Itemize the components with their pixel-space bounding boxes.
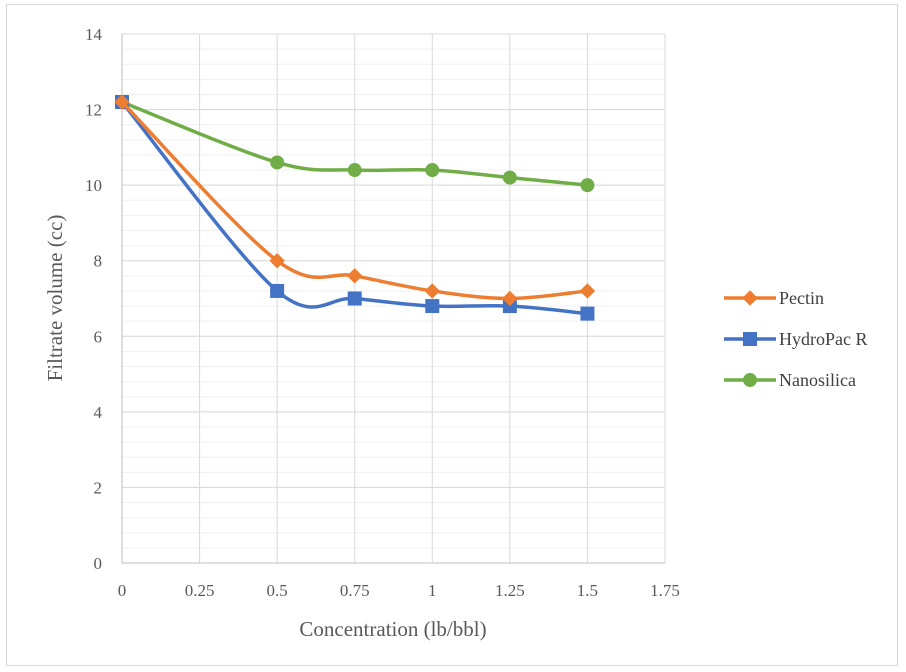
y-tick-label: 0 xyxy=(94,554,103,573)
data-point-hydropac-r xyxy=(425,299,440,314)
axes xyxy=(121,34,665,564)
y-tick-label: 4 xyxy=(94,403,103,422)
y-tick-label: 10 xyxy=(85,176,102,195)
series-group xyxy=(114,94,596,321)
x-tick-label: 0.75 xyxy=(340,581,370,600)
legend-item-hydropac-r: HydroPac R xyxy=(724,329,868,349)
data-point-nanosilica xyxy=(580,178,595,193)
data-point-pectin xyxy=(424,283,440,299)
data-point-pectin xyxy=(269,253,285,269)
x-tick-label: 1 xyxy=(428,581,437,600)
x-tick-label: 0.5 xyxy=(267,581,288,600)
legend-label-nanosilica: Nanosilica xyxy=(779,370,856,390)
y-tick-label: 14 xyxy=(85,25,103,44)
x-tick-labels: 0 0.25 0.5 0.75 1 1.25 1.5 1.75 xyxy=(118,581,680,600)
y-tick-label: 6 xyxy=(94,327,103,346)
legend-item-pectin: Pectin xyxy=(724,288,824,308)
data-point-nanosilica xyxy=(270,155,285,170)
x-tick-label: 0.25 xyxy=(185,581,215,600)
y-tick-labels: 0 2 4 6 8 10 12 14 xyxy=(85,25,103,573)
data-point-pectin xyxy=(502,290,518,307)
x-tick-label: 0 xyxy=(118,581,127,600)
data-point-nanosilica xyxy=(425,163,440,178)
x-axis-title: Concentration (lb/bbl) xyxy=(299,617,486,641)
y-tick-label: 2 xyxy=(94,478,103,497)
series-pectin xyxy=(114,94,596,307)
data-point-pectin xyxy=(347,268,363,284)
data-point-hydropac-r xyxy=(580,306,595,321)
data-point-hydropac-r xyxy=(347,291,362,306)
data-point-nanosilica xyxy=(502,170,517,185)
legend-marker-hydropac-r xyxy=(743,332,757,346)
legend-marker-nanosilica xyxy=(743,373,757,387)
x-tick-label: 1.25 xyxy=(495,581,525,600)
legend-item-nanosilica: Nanosilica xyxy=(724,370,856,390)
y-tick-label: 12 xyxy=(85,101,102,120)
data-point-pectin xyxy=(114,94,130,110)
legend-label-pectin: Pectin xyxy=(779,288,824,308)
legend: Pectin HydroPac R Nanosilica xyxy=(724,288,868,390)
minor-gridlines xyxy=(122,33,665,564)
data-point-hydropac-r xyxy=(270,283,285,298)
data-point-pectin xyxy=(579,283,596,299)
legend-label-hydropac-r: HydroPac R xyxy=(779,329,868,349)
x-tick-label: 1.5 xyxy=(577,581,598,600)
legend-marker-pectin xyxy=(742,290,758,306)
data-point-nanosilica xyxy=(347,163,362,178)
major-gridlines xyxy=(121,33,666,564)
x-tick-label: 1.75 xyxy=(650,581,680,600)
y-axis-title: Filtrate volume (cc) xyxy=(43,215,67,382)
y-tick-label: 8 xyxy=(94,252,103,271)
